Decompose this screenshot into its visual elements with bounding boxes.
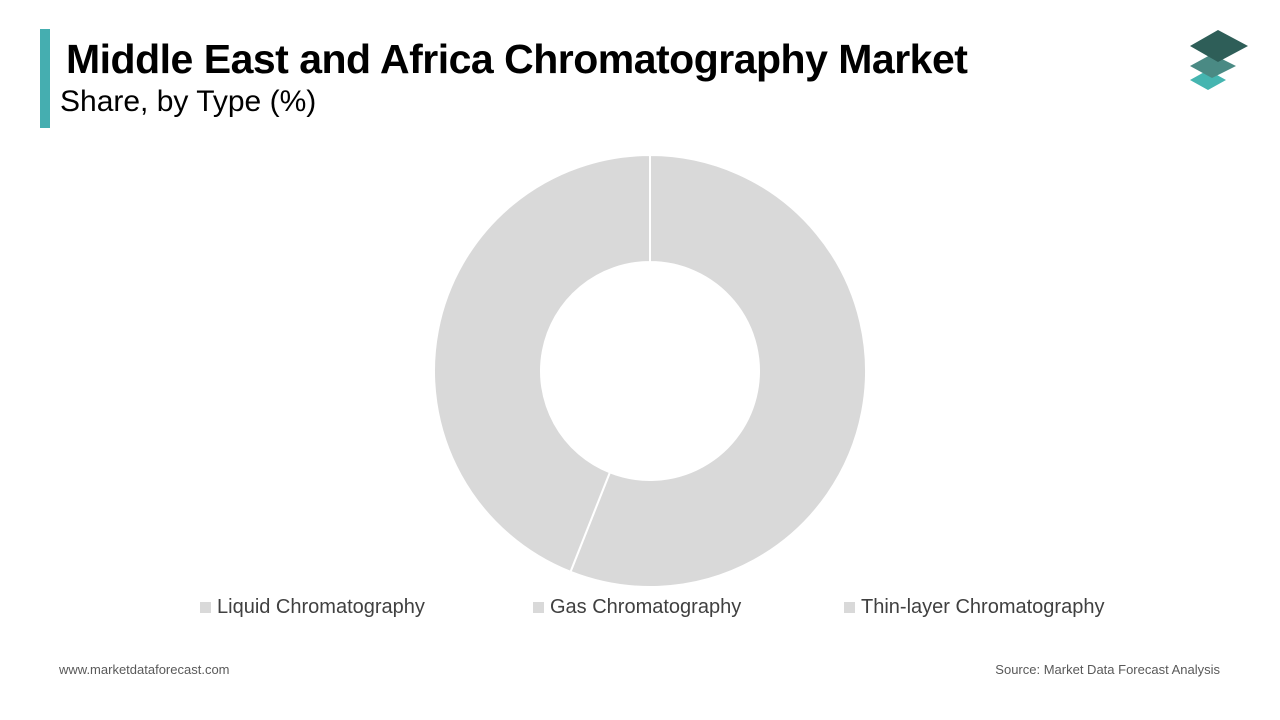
legend-swatch <box>844 601 855 613</box>
legend-label: Liquid Chromatography <box>217 595 425 618</box>
donut-slice-1 <box>569 153 867 588</box>
donut-slice-2 <box>433 153 651 574</box>
legend-item-thin-layer: Thin-layer Chromatography <box>844 594 1104 620</box>
title-accent-bar <box>40 29 50 128</box>
chart-subtitle: Share, by Type (%) <box>60 85 317 118</box>
website-url: www.marketdataforecast.com <box>59 662 230 677</box>
legend-item-gas: Gas Chromatography <box>533 594 741 620</box>
legend-swatch <box>533 601 544 613</box>
source-note: Source: Market Data Forecast Analysis <box>995 662 1220 677</box>
stacked-layers-logo-icon <box>1190 30 1248 90</box>
legend-label: Gas Chromatography <box>550 595 742 618</box>
legend-swatch <box>200 601 211 613</box>
chart-title: Middle East and Africa Chromatography Ma… <box>66 36 968 82</box>
legend-item-liquid: Liquid Chromatography <box>200 594 425 620</box>
legend-label: Thin-layer Chromatography <box>861 595 1105 618</box>
